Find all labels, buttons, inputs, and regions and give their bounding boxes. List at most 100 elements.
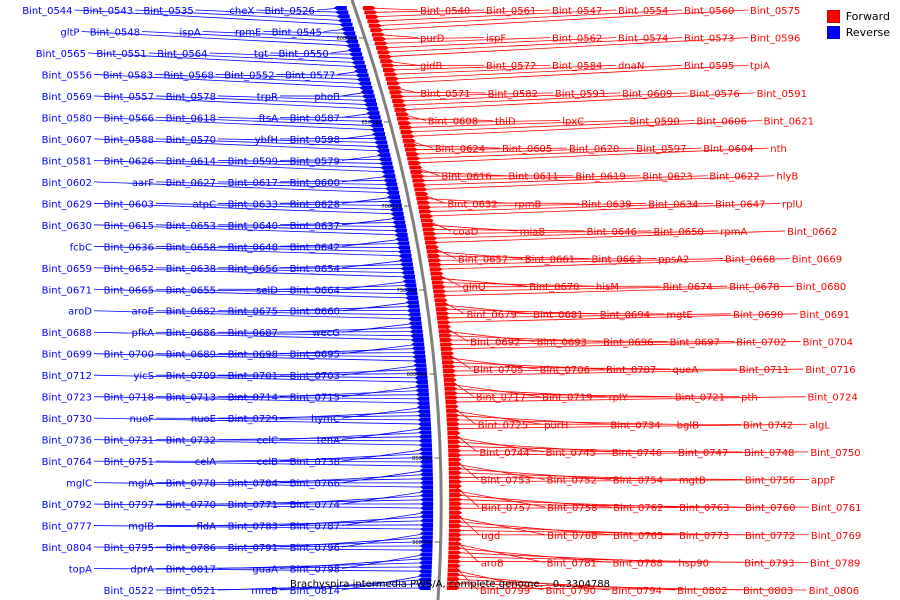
- feature-label: Bint_0646: [587, 227, 637, 238]
- feature-label: Bint_0719: [542, 393, 592, 404]
- feature-label: guaA: [252, 565, 278, 576]
- feature-label: mglC: [66, 479, 92, 490]
- leader-line: [93, 482, 428, 488]
- feature-arrow: [417, 422, 431, 427]
- feature-arrow: [420, 480, 434, 485]
- feature-label: rplY: [608, 393, 628, 404]
- feature-label: Bint_0615: [104, 221, 154, 232]
- leader-line: [217, 520, 428, 526]
- feature-label: rpmE: [235, 27, 262, 38]
- feature-arrow: [398, 121, 412, 126]
- leader-line: [279, 200, 395, 204]
- feature-label: Bint_0766: [290, 479, 340, 490]
- feature-label: Bint_0564: [157, 49, 207, 60]
- leader-line: [433, 255, 590, 259]
- feature-arrow: [415, 392, 429, 397]
- feature-arrow: [418, 443, 432, 448]
- leader-line: [217, 202, 396, 206]
- feature-arrow: [446, 413, 460, 418]
- feature-label: atpC: [193, 199, 216, 210]
- feature-arrow: [447, 431, 461, 436]
- feature-arrow: [370, 127, 384, 132]
- leader-line: [93, 159, 389, 173]
- feature-label: Bint_0630: [42, 221, 92, 232]
- leader-line: [435, 258, 790, 270]
- feature-arrow: [399, 125, 413, 130]
- leader-line: [454, 530, 743, 536]
- scale-label: 900 kbp: [412, 540, 432, 546]
- scale-label: 800 kbp: [407, 372, 427, 378]
- feature-arrow: [420, 485, 434, 490]
- feature-arrow: [447, 439, 461, 444]
- feature-arrow: [441, 351, 455, 356]
- feature-arrow: [377, 50, 391, 55]
- feature-arrow: [401, 134, 415, 139]
- leader-line: [155, 288, 412, 295]
- feature-arrow: [407, 156, 421, 161]
- leader-line: [93, 568, 426, 572]
- feature-arrow: [394, 232, 408, 237]
- leader-line: [442, 313, 731, 319]
- feature-arrow: [356, 77, 370, 82]
- feature-label: selD: [256, 285, 278, 296]
- feature-arrow: [376, 148, 390, 153]
- feature-arrow: [417, 586, 431, 590]
- feature-arrow: [418, 573, 432, 578]
- feature-arrow: [448, 528, 462, 533]
- feature-label: Bint_0738: [290, 457, 340, 468]
- feature-arrow: [389, 207, 403, 212]
- feature-label: Bint_0620: [569, 144, 619, 155]
- feature-label: Bint_0731: [104, 436, 154, 447]
- feature-arrow: [440, 342, 454, 347]
- leader-line: [425, 202, 714, 213]
- feature-arrow: [400, 129, 414, 134]
- leader-line: [449, 368, 804, 376]
- feature-label: Bint_0636: [104, 242, 154, 253]
- feature-arrow: [353, 64, 367, 69]
- feature-label: Bint_0634: [648, 199, 698, 210]
- feature-arrow: [386, 81, 400, 86]
- feature-arrow: [408, 317, 422, 322]
- feature-label: Bint_0650: [653, 227, 703, 238]
- feature-arrow: [403, 143, 417, 148]
- feature-label: nth: [770, 144, 787, 155]
- feature-label: Bint_0692: [470, 337, 520, 348]
- feature-label: Bint_0742: [743, 420, 793, 431]
- leader-line: [217, 138, 382, 143]
- feature-label: pth: [741, 393, 758, 404]
- feature-label: Bint_0653: [166, 221, 216, 232]
- leader-line: [93, 396, 424, 404]
- feature-arrow: [362, 6, 376, 10]
- leader-line: [279, 221, 400, 226]
- feature-arrow: [399, 258, 413, 263]
- feature-label: Bint_0656: [228, 264, 278, 275]
- leader-line: [395, 91, 486, 94]
- feature-arrow: [413, 183, 427, 188]
- leader-line: [279, 327, 417, 333]
- feature-label: aroE: [132, 307, 154, 318]
- leader-line: [195, 9, 344, 17]
- feature-label: Bint_0617: [228, 178, 278, 189]
- feature-label: Bint_0704: [803, 337, 853, 348]
- feature-arrow: [419, 451, 433, 456]
- feature-label: Bint_0798: [290, 565, 340, 576]
- feature-arrow: [379, 161, 393, 166]
- feature-label: Bint_0751: [104, 457, 154, 468]
- feature-label: Bint_0757: [481, 503, 531, 514]
- feature-arrow: [425, 245, 439, 250]
- leader-line: [382, 37, 617, 49]
- feature-label: Bint_0712: [42, 371, 92, 382]
- leader-line: [155, 439, 426, 442]
- feature-label: Bint_0606: [697, 116, 747, 127]
- feature-label: Bint_0600: [290, 178, 340, 189]
- feature-label: rpmA: [720, 227, 747, 238]
- feature-label: celC: [257, 436, 278, 447]
- feature-arrow: [442, 369, 456, 374]
- feature-arrow: [436, 311, 450, 316]
- feature-label: Bint_0626: [104, 156, 154, 167]
- feature-label: Bint_0577: [285, 70, 335, 81]
- feature-arrow: [419, 464, 433, 469]
- feature-arrow: [405, 296, 419, 300]
- leader-line: [88, 52, 361, 68]
- feature-arrow: [448, 555, 462, 560]
